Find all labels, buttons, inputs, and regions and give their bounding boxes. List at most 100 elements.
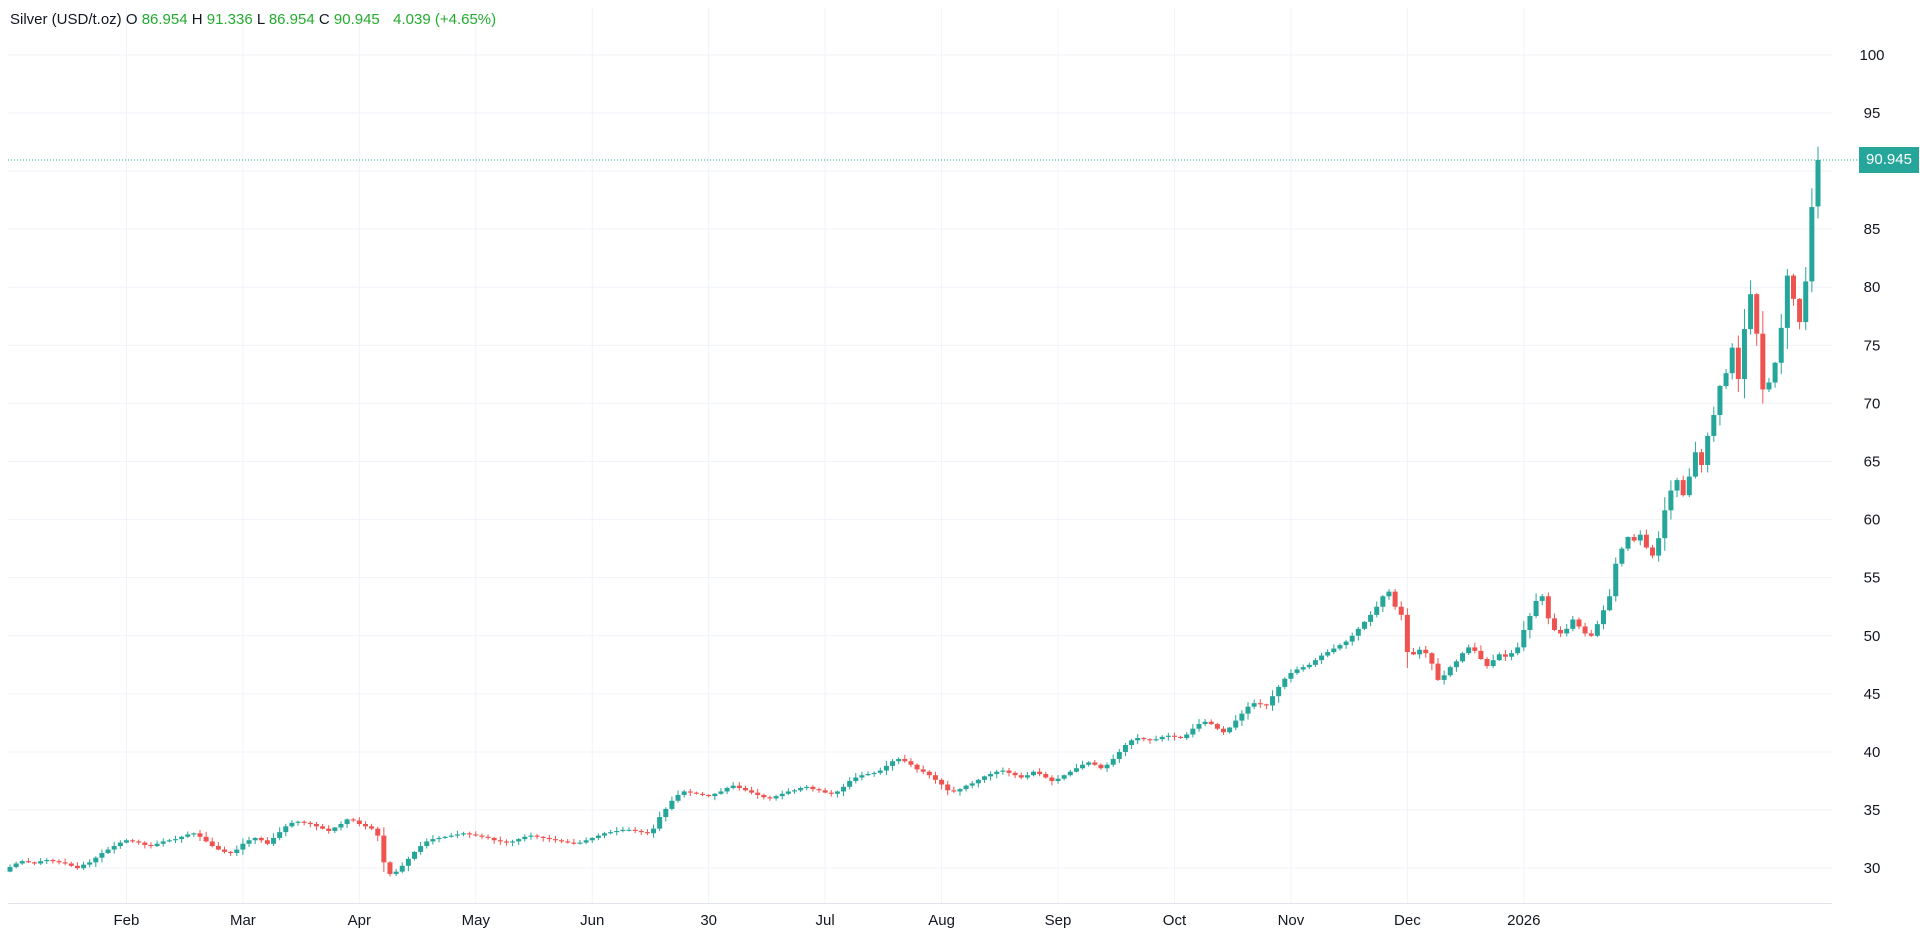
candle-body (148, 844, 154, 847)
candle-body (945, 784, 951, 791)
candle-body (473, 834, 479, 836)
candle-body (479, 835, 485, 837)
candle-body (1325, 652, 1331, 656)
candle (1294, 666, 1300, 675)
candle (264, 836, 270, 846)
candle-body (1386, 591, 1392, 597)
candle-body (1251, 703, 1257, 707)
candle-body (1410, 652, 1416, 655)
candle-body (1582, 626, 1588, 634)
candle (1692, 441, 1698, 479)
candle (442, 835, 448, 839)
candle-body (1729, 347, 1735, 374)
candle-body (1233, 720, 1239, 728)
candle-body (1178, 736, 1184, 739)
candle (1527, 612, 1533, 639)
candle-body (399, 865, 405, 872)
candle-body (50, 860, 56, 862)
candle (1680, 475, 1686, 497)
candle-body (461, 833, 467, 835)
candle (601, 831, 607, 839)
candle-body (1080, 764, 1086, 769)
candle-body (657, 817, 663, 829)
candle (1576, 617, 1582, 630)
candle-body (234, 849, 240, 854)
candle (632, 827, 638, 834)
candle-body (117, 842, 123, 847)
candle-body (320, 826, 326, 829)
candle-body (1227, 727, 1233, 733)
candle (1135, 734, 1141, 745)
candle-body (540, 836, 546, 838)
candle-body (528, 835, 534, 837)
candle-body (552, 839, 558, 841)
candle-body (1815, 160, 1821, 207)
candle (467, 831, 473, 839)
candle-body (1521, 629, 1527, 648)
candle-body (1129, 740, 1135, 745)
candle-body (271, 837, 277, 844)
candle-body (859, 775, 865, 778)
candle (1429, 652, 1435, 671)
y-tick-label: 75 (1864, 337, 1881, 354)
candle (461, 831, 467, 837)
candle (1325, 649, 1331, 658)
candle (1031, 770, 1037, 777)
candle (644, 829, 650, 836)
candle (1625, 536, 1631, 551)
candle (62, 858, 68, 866)
candle-body (626, 829, 632, 831)
candle-body (1270, 696, 1276, 706)
candle-body (724, 787, 730, 792)
candle-body (1061, 775, 1067, 779)
x-tick-label: Feb (114, 912, 140, 929)
candle (1147, 738, 1153, 744)
candle (1018, 772, 1024, 780)
candle-body (1190, 728, 1196, 735)
x-tick-label: Mar (230, 912, 256, 929)
candle (1594, 620, 1600, 638)
y-tick-label: 50 (1864, 628, 1881, 645)
candle-body (1515, 647, 1521, 654)
candle-body (1502, 654, 1508, 657)
candle (1564, 623, 1570, 637)
candle (179, 835, 185, 843)
candle (1153, 735, 1159, 742)
candle-body (448, 835, 454, 837)
candle-body (1355, 628, 1361, 636)
candle (1686, 468, 1692, 498)
candle-body (1453, 661, 1459, 668)
candle (1129, 738, 1135, 749)
candle-body (142, 842, 148, 845)
candle (908, 758, 914, 768)
candle-body (890, 761, 896, 766)
candle-body (1711, 415, 1717, 436)
candle (841, 783, 847, 797)
candle-body (1539, 596, 1545, 601)
candle (1790, 273, 1796, 306)
candle (1784, 269, 1790, 349)
candle (93, 856, 99, 868)
candle-body (1380, 596, 1386, 607)
candle-body (1116, 751, 1122, 759)
candle (779, 790, 785, 800)
candle (1337, 643, 1343, 651)
candle (1092, 760, 1098, 766)
candle (38, 858, 44, 865)
candle-body (105, 849, 111, 854)
candle-body (19, 861, 25, 864)
candle-body (369, 826, 375, 829)
candle (332, 826, 338, 834)
candle (1006, 768, 1012, 777)
candle (99, 849, 105, 863)
candle-body (1171, 735, 1177, 737)
x-tick-label: Sep (1045, 912, 1072, 929)
candle-body (160, 841, 166, 844)
candle (1533, 593, 1539, 619)
candle (1404, 608, 1410, 669)
candle (1643, 529, 1649, 549)
candle (1490, 654, 1496, 669)
candle (957, 788, 963, 796)
